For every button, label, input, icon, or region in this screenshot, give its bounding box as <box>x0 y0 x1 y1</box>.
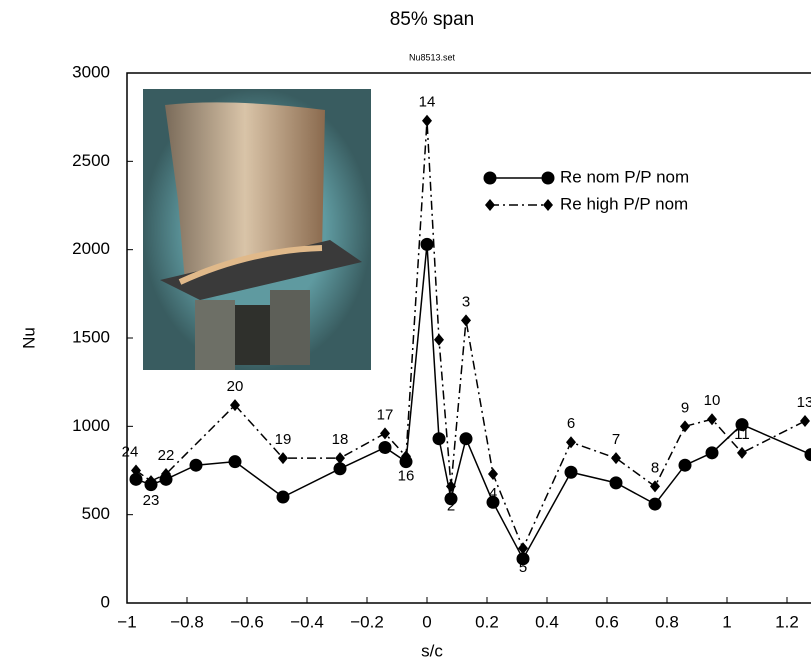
point-label: 16 <box>398 467 415 484</box>
point-label: 13 <box>797 394 811 411</box>
marker <box>378 441 392 455</box>
marker <box>230 399 240 412</box>
x-tick-label: 0 <box>422 612 431 631</box>
x-tick-label: 0.6 <box>595 612 619 631</box>
marker <box>278 452 288 465</box>
marker <box>804 448 811 462</box>
point-label: 11 <box>734 426 750 443</box>
x-tick-label: −1 <box>117 612 136 631</box>
chart-subtitle: Nu8513.set <box>409 52 456 62</box>
marker <box>564 465 578 479</box>
x-tick-label: −0.8 <box>170 612 204 631</box>
marker <box>705 446 719 460</box>
legend-marker <box>541 171 555 185</box>
marker <box>189 458 203 472</box>
y-tick-label: 2500 <box>72 151 110 170</box>
marker <box>422 114 432 127</box>
marker <box>566 436 576 449</box>
point-label: 3 <box>462 293 470 310</box>
marker <box>459 432 473 446</box>
y-axis-label: Nu <box>19 327 38 349</box>
marker <box>735 418 749 432</box>
marker <box>486 495 500 509</box>
marker <box>680 420 690 433</box>
legend-marker <box>483 171 497 185</box>
y-tick-label: 1500 <box>72 327 110 346</box>
point-label: 14 <box>419 94 436 111</box>
x-tick-label: 1 <box>722 612 731 631</box>
x-axis-label: s/c <box>421 641 443 660</box>
marker <box>335 452 345 465</box>
x-tick-label: 0.2 <box>475 612 499 631</box>
marker <box>611 452 621 465</box>
marker <box>146 475 156 488</box>
y-tick-label: 2000 <box>72 239 110 258</box>
marker <box>648 497 662 511</box>
x-tick-label: −0.4 <box>290 612 324 631</box>
marker <box>461 314 471 327</box>
photo-inset <box>143 89 371 370</box>
point-label: 5 <box>519 559 527 576</box>
marker <box>488 468 498 481</box>
y-tick-label: 500 <box>82 504 110 523</box>
point-label: 24 <box>122 443 139 460</box>
marker <box>707 413 717 426</box>
marker <box>161 468 171 481</box>
marker <box>333 462 347 476</box>
marker <box>432 432 446 446</box>
marker <box>446 480 456 493</box>
marker <box>401 450 411 463</box>
marker <box>609 476 623 490</box>
point-label: 23 <box>143 492 160 509</box>
point-label: 10 <box>704 392 721 409</box>
marker <box>444 492 458 506</box>
legend-marker <box>543 199 553 211</box>
point-label: 17 <box>377 406 394 423</box>
point-label: 20 <box>227 378 244 395</box>
marker <box>516 552 530 566</box>
x-tick-label: −0.6 <box>230 612 264 631</box>
x-tick-label: 1.2 <box>775 612 799 631</box>
chart-title: 85% span <box>390 9 475 30</box>
marker <box>131 464 141 477</box>
marker <box>518 542 528 555</box>
point-label: 6 <box>567 415 575 432</box>
x-tick-label: 0.4 <box>535 612 559 631</box>
marker <box>129 472 143 486</box>
point-label: 4 <box>489 485 497 502</box>
marker <box>650 480 660 493</box>
point-label: 7 <box>612 431 620 448</box>
x-tick-label: −0.2 <box>350 612 384 631</box>
series-line <box>135 244 811 561</box>
point-label: 19 <box>275 431 292 448</box>
y-tick-label: 1000 <box>72 416 110 435</box>
point-label: 18 <box>332 431 349 448</box>
legend-marker <box>485 199 495 211</box>
marker <box>737 446 747 459</box>
y-tick-label: 3000 <box>72 62 110 81</box>
marker <box>276 490 290 504</box>
point-label: 2 <box>447 497 455 514</box>
marker <box>380 427 390 440</box>
point-label: 9 <box>681 399 689 416</box>
x-tick-label: 0.8 <box>655 612 679 631</box>
legend-label: Re nom P/P nom <box>560 167 689 186</box>
marker <box>228 455 242 469</box>
marker <box>434 333 444 346</box>
point-label: 22 <box>158 447 175 464</box>
point-label: 8 <box>651 459 659 476</box>
legend-label: Re high P/P nom <box>560 194 688 213</box>
marker <box>800 415 810 428</box>
y-tick-label: 0 <box>101 592 110 611</box>
marker <box>678 458 692 472</box>
marker <box>420 237 434 251</box>
